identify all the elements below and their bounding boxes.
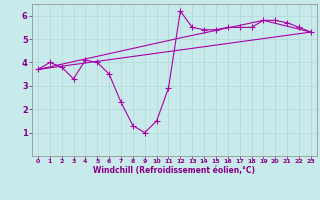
X-axis label: Windchill (Refroidissement éolien,°C): Windchill (Refroidissement éolien,°C): [93, 166, 255, 175]
